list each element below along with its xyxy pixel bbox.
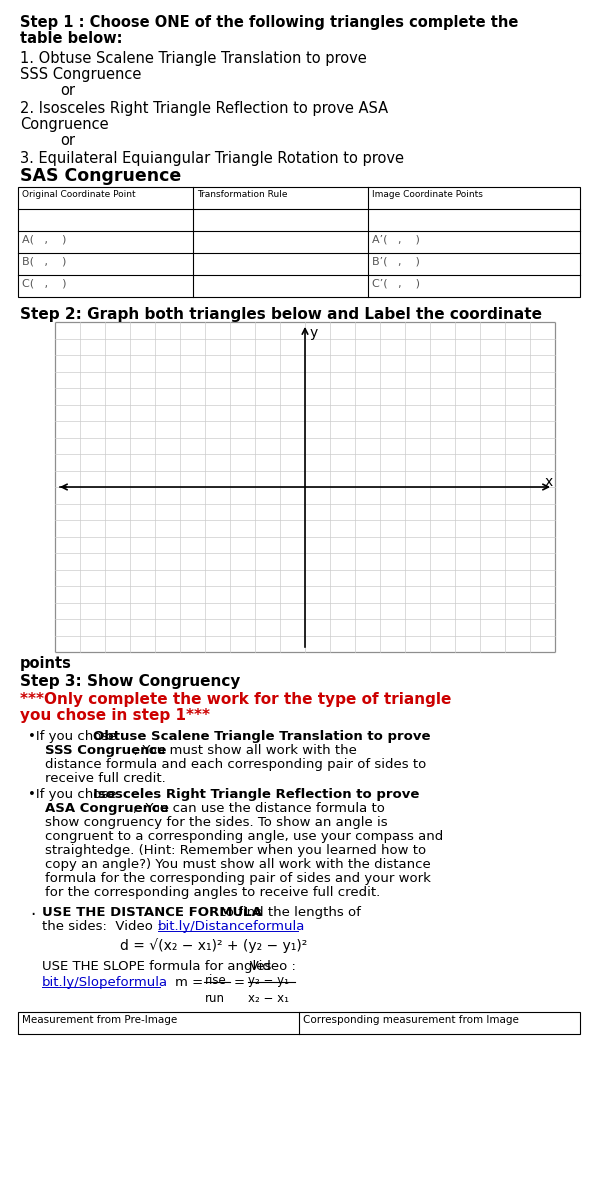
Text: Original Coordinate Point: Original Coordinate Point <box>22 190 136 199</box>
Text: copy an angle?) You must show all work with the distance: copy an angle?) You must show all work w… <box>45 858 431 871</box>
Text: 1. Obtuse Scalene Triangle Translation to prove: 1. Obtuse Scalene Triangle Translation t… <box>20 50 367 66</box>
Text: •If you chose: •If you chose <box>28 730 121 743</box>
Text: straightedge. (Hint: Remember when you learned how to: straightedge. (Hint: Remember when you l… <box>45 844 426 857</box>
Text: USE THE SLOPE formula for angles: USE THE SLOPE formula for angles <box>42 960 271 973</box>
Text: 3. Equilateral Equiangular Triangle Rotation to prove: 3. Equilateral Equiangular Triangle Rota… <box>20 151 404 166</box>
Text: points: points <box>20 656 72 671</box>
Text: Step 1 : Choose ONE of the following triangles complete the: Step 1 : Choose ONE of the following tri… <box>20 14 518 30</box>
Text: x₂ − x₁: x₂ − x₁ <box>248 992 289 1006</box>
Text: A(   ,    ): A( , ) <box>22 234 66 244</box>
Text: or: or <box>60 133 75 148</box>
Bar <box>55 322 555 652</box>
Text: table below:: table below: <box>20 31 123 46</box>
Text: A’(   ,    ): A’( , ) <box>372 234 420 244</box>
Text: d = √(x₂ − x₁)² + (y₂ − y₁)²: d = √(x₂ − x₁)² + (y₂ − y₁)² <box>120 938 307 953</box>
Text: Isosceles Right Triangle Reflection to prove: Isosceles Right Triangle Reflection to p… <box>93 788 419 802</box>
Text: Congruence: Congruence <box>20 116 109 132</box>
Text: ·: · <box>30 906 35 924</box>
Text: bit.ly/Distanceformula: bit.ly/Distanceformula <box>158 920 306 934</box>
Text: you chose in step 1***: you chose in step 1*** <box>20 708 210 722</box>
Text: SSS Congruence: SSS Congruence <box>20 67 141 82</box>
Text: Obtuse Scalene Triangle Translation to prove: Obtuse Scalene Triangle Translation to p… <box>93 730 431 743</box>
Text: 2. Isosceles Right Triangle Reflection to prove ASA: 2. Isosceles Right Triangle Reflection t… <box>20 101 388 116</box>
Text: Image Coordinate Points: Image Coordinate Points <box>372 190 483 199</box>
Text: USE THE DISTANCE FORMULA: USE THE DISTANCE FORMULA <box>42 906 262 919</box>
Text: to find the lengths of: to find the lengths of <box>212 906 361 919</box>
Text: rise: rise <box>205 974 227 986</box>
Text: Transformation Rule: Transformation Rule <box>197 190 288 199</box>
Text: C(   ,    ): C( , ) <box>22 278 66 288</box>
Text: formula for the corresponding pair of sides and your work: formula for the corresponding pair of si… <box>45 872 431 886</box>
Text: congruent to a corresponding angle, use your compass and: congruent to a corresponding angle, use … <box>45 830 443 842</box>
Text: Step 3: Show Congruency: Step 3: Show Congruency <box>20 674 240 689</box>
Text: x: x <box>545 475 553 490</box>
Text: for the corresponding angles to receive full credit.: for the corresponding angles to receive … <box>45 886 380 899</box>
Text: •If you chose: •If you chose <box>28 788 121 802</box>
Text: run: run <box>205 992 225 1006</box>
Text: SSS Congruence: SSS Congruence <box>45 744 166 757</box>
Text: bit.ly/Slopeformula: bit.ly/Slopeformula <box>42 976 168 989</box>
Text: show congruency for the sides. To show an angle is: show congruency for the sides. To show a… <box>45 816 388 829</box>
Text: B(   ,    ): B( , ) <box>22 256 66 266</box>
Bar <box>18 1012 580 1034</box>
Text: y₂ − y₁: y₂ − y₁ <box>248 974 289 986</box>
Text: ,. You can use the distance formula to: ,. You can use the distance formula to <box>133 802 385 815</box>
Text: C’(   ,    ): C’( , ) <box>372 278 420 288</box>
Text: y: y <box>310 326 318 340</box>
Text: receive full credit.: receive full credit. <box>45 772 166 785</box>
Text: or: or <box>60 83 75 98</box>
Text: SAS Congruence: SAS Congruence <box>20 167 181 185</box>
Text: Corresponding measurement from Image: Corresponding measurement from Image <box>303 1015 519 1025</box>
Text: Step 2: Graph both triangles below and Label the coordinate: Step 2: Graph both triangles below and L… <box>20 307 542 322</box>
Text: Measurement from Pre-Image: Measurement from Pre-Image <box>22 1015 177 1025</box>
Bar <box>18 187 580 296</box>
Text: B’(   ,    ): B’( , ) <box>372 256 420 266</box>
Text: , You must show all work with the: , You must show all work with the <box>134 744 357 757</box>
Text: ***Only complete the work for the type of triangle: ***Only complete the work for the type o… <box>20 692 451 707</box>
Text: =: = <box>234 976 245 989</box>
Text: m =: m = <box>175 976 203 989</box>
Text: distance formula and each corresponding pair of sides to: distance formula and each corresponding … <box>45 758 426 770</box>
Text: ASA Congruence: ASA Congruence <box>45 802 169 815</box>
Text: Video :: Video : <box>237 960 296 973</box>
Text: the sides:  Video :: the sides: Video : <box>42 920 166 934</box>
